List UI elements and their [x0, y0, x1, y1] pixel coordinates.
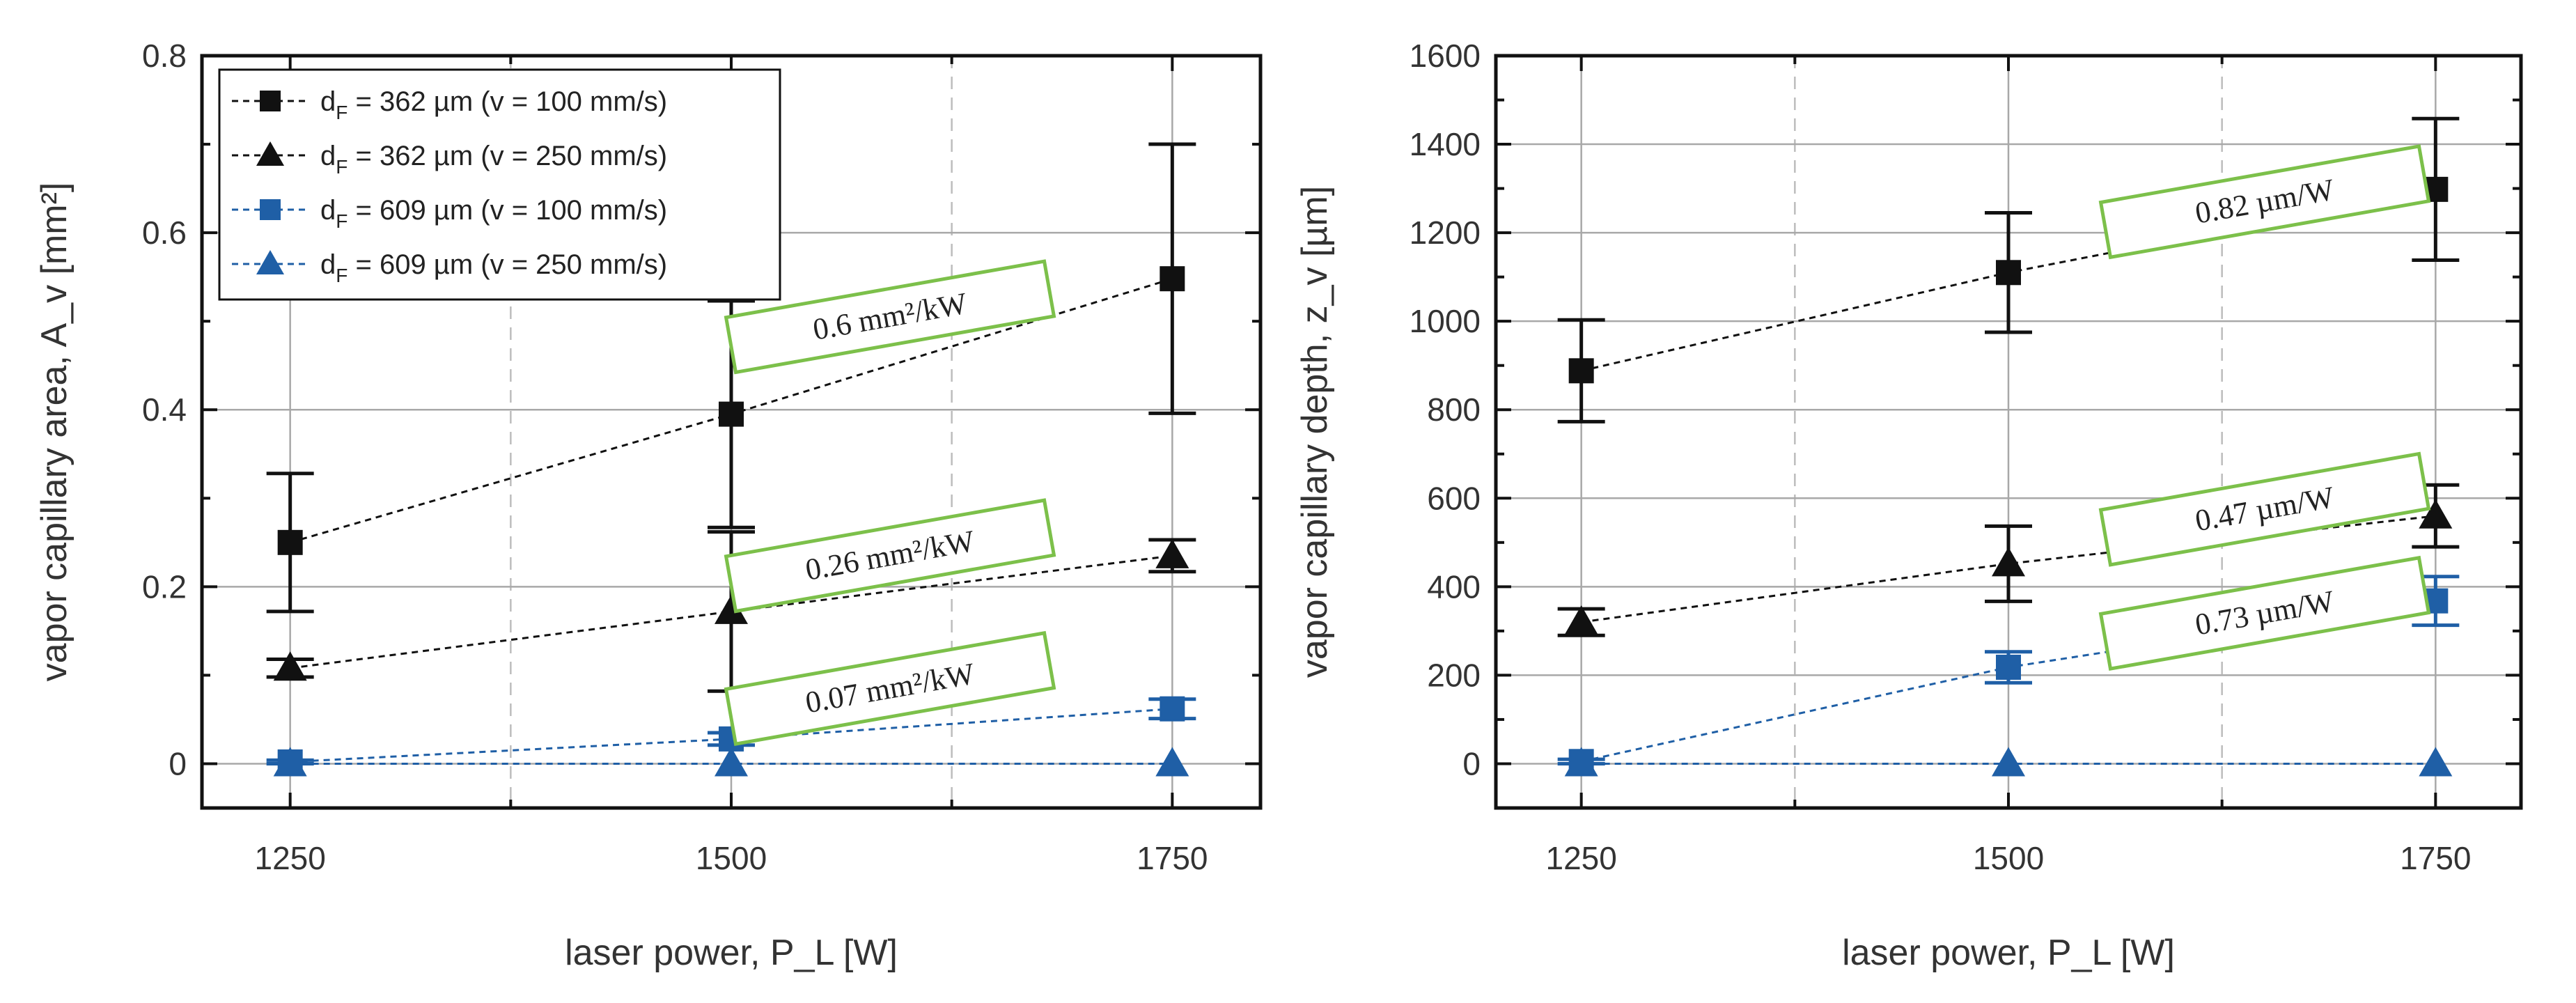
slope-annotation: 0.73 µm/W — [2098, 555, 2431, 671]
series-1 — [266, 142, 1196, 614]
data-point — [1568, 749, 1594, 775]
legend-marker — [260, 199, 281, 220]
data-point — [719, 401, 744, 427]
legend-label-rest: = 609 µm (v = 100 mm/s) — [348, 195, 667, 226]
x-tick-label: 1500 — [1973, 840, 2044, 876]
x-tick-label: 1750 — [1137, 840, 1208, 876]
legend-frame — [218, 68, 781, 301]
data-point — [1155, 747, 1189, 777]
y-tick-label: 800 — [1427, 391, 1481, 428]
panel-1: 0 0.2 0.4 0.6 0.8 1250 1500 1750 laser power, P_… — [34, 38, 1263, 973]
slope-annotation: 0.6 mm²/kW — [724, 259, 1056, 375]
data-point — [1992, 547, 2025, 577]
annotation-box — [724, 259, 1056, 375]
legend-item: dF = 362 µm (v = 100 mm/s) — [232, 86, 667, 123]
legend-label: dF = 362 µm (v = 250 mm/s) — [320, 141, 667, 178]
x-tick-label: 1250 — [1545, 840, 1616, 876]
legend-label-main: d — [320, 141, 336, 171]
y-tick-label: 0 — [1462, 745, 1481, 782]
legend-label-rest: = 609 µm (v = 250 mm/s) — [348, 249, 667, 280]
y-tick-label: 0 — [169, 745, 187, 782]
data-point — [273, 651, 307, 681]
legend-item: dF = 609 µm (v = 250 mm/s) — [232, 249, 667, 286]
legend-marker — [256, 250, 284, 274]
data-point — [1160, 266, 1185, 292]
x-axis-label: laser power, P_L [W] — [1842, 933, 2175, 973]
annotation-box — [2098, 451, 2431, 567]
series-3 — [266, 696, 1196, 775]
legend-label-main: d — [320, 86, 336, 117]
data-point — [1160, 696, 1185, 722]
slope-annotation: 0.47 µm/W — [2098, 451, 2431, 567]
legend-label-subscript: F — [336, 265, 348, 286]
data-point — [1564, 605, 1598, 635]
annotation-box — [724, 630, 1056, 747]
x-tick-label: 1500 — [696, 840, 767, 876]
legend-label: dF = 609 µm (v = 250 mm/s) — [320, 249, 667, 286]
data-point — [1992, 747, 2025, 777]
x-tick-label: 1250 — [254, 840, 325, 876]
legend-label-subscript: F — [336, 102, 348, 123]
legend-label-rest: = 362 µm (v = 100 mm/s) — [348, 86, 667, 117]
panel-2: 0 200 400 600 800 1000 1200 1400 1600 1250 1500 175… — [1295, 38, 2523, 973]
legend-marker — [260, 91, 281, 111]
legend-label-main: d — [320, 195, 336, 226]
y-tick-label: 1000 — [1410, 303, 1481, 339]
data-point — [715, 747, 748, 777]
legend-label: dF = 362 µm (v = 100 mm/s) — [320, 86, 667, 123]
data-point — [2419, 499, 2453, 529]
y-tick-label: 200 — [1427, 657, 1481, 693]
y-tick-label: 1600 — [1410, 38, 1481, 74]
x-axis-label: laser power, P_L [W] — [565, 933, 898, 973]
y-axis-label: vapor capillary depth, z_v [µm] — [1295, 186, 1335, 678]
data-point — [277, 749, 303, 775]
legend-label-rest: = 362 µm (v = 250 mm/s) — [348, 141, 667, 171]
legend-item: dF = 362 µm (v = 250 mm/s) — [232, 141, 667, 178]
slope-annotation: 0.26 mm²/kW — [724, 498, 1056, 614]
legend-marker — [256, 141, 284, 166]
annotation-box — [2098, 555, 2431, 671]
legend-item: dF = 609 µm (v = 100 mm/s) — [232, 195, 667, 232]
legend-label: dF = 609 µm (v = 100 mm/s) — [320, 195, 667, 232]
y-tick-label: 600 — [1427, 480, 1481, 516]
series-line — [290, 554, 1173, 669]
y-tick-label: 1400 — [1410, 126, 1481, 162]
data-point — [1996, 260, 2021, 286]
data-point — [715, 594, 748, 624]
legend-label-subscript: F — [336, 156, 348, 178]
legend-label-subscript: F — [336, 210, 348, 232]
annotation-box — [724, 498, 1056, 614]
y-tick-label: 0.6 — [142, 215, 187, 251]
data-point — [1568, 358, 1594, 384]
data-point — [2419, 747, 2453, 777]
annotation-box — [2098, 144, 2431, 260]
y-tick-label: 0.8 — [142, 38, 187, 74]
series-line — [290, 708, 1173, 763]
data-point — [277, 529, 303, 555]
y-tick-label: 400 — [1427, 568, 1481, 605]
series-4 — [1564, 747, 2453, 777]
x-tick-label: 1750 — [2400, 840, 2471, 876]
y-axis-label: vapor capillary area, A_v [mm²] — [34, 182, 75, 682]
data-point — [1996, 654, 2021, 680]
y-tick-label: 0.4 — [142, 391, 187, 428]
y-tick-label: 0.2 — [142, 568, 187, 605]
slope-annotation: 0.07 mm²/kW — [724, 630, 1056, 747]
legend: dF = 362 µm (v = 100 mm/s)dF = 362 µm (v… — [218, 68, 781, 301]
y-tick-label: 1200 — [1410, 215, 1481, 251]
data-point — [1155, 538, 1189, 568]
slope-annotation: 0.82 µm/W — [2098, 144, 2431, 260]
legend-label-main: d — [320, 249, 336, 280]
